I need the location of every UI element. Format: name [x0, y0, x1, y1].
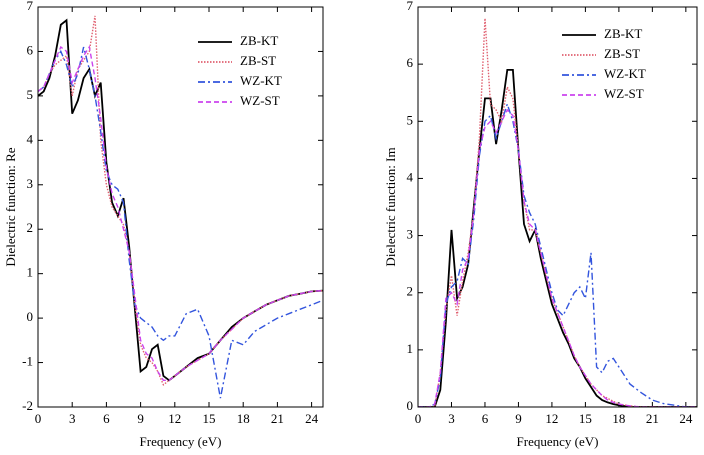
plot-frame	[37, 6, 324, 408]
x-tick-label: 15	[579, 411, 592, 426]
y-tick-label: 6	[407, 55, 414, 70]
x-tick-label: 12	[168, 411, 181, 426]
y-tick-label: 2	[407, 284, 414, 299]
y-tick-label: 7	[27, 0, 34, 13]
y-tick-label: -1	[22, 354, 33, 369]
y-tick-label: 6	[27, 42, 34, 57]
y-tick-label: 2	[27, 220, 34, 235]
x-tick-label: 12	[545, 411, 558, 426]
legend-label: WZ-ST	[604, 86, 644, 101]
legend-label: WZ-ST	[240, 93, 280, 108]
legend-label: ZB-ST	[604, 46, 640, 61]
y-tick-label: 7	[407, 0, 414, 13]
y-tick-label: 0	[27, 309, 34, 324]
y-tick-label: 3	[27, 176, 34, 191]
legend-label: ZB-KT	[240, 33, 278, 48]
x-tick-label: 9	[137, 411, 144, 426]
y-tick-label: 1	[407, 341, 414, 356]
legend-label: ZB-ST	[240, 53, 276, 68]
series-line	[38, 46, 323, 399]
x-tick-label: 0	[35, 411, 42, 426]
y-tick-label: 5	[407, 112, 414, 127]
series-line	[418, 108, 697, 407]
x-tick-label: 18	[237, 411, 250, 426]
y-tick-label: 4	[407, 169, 414, 184]
x-tick-label: 3	[448, 411, 455, 426]
x-tick-label: 24	[679, 411, 693, 426]
y-tick-label: 1	[27, 265, 34, 280]
series-line	[38, 45, 323, 381]
x-tick-label: 6	[482, 411, 489, 426]
x-tick-label: 0	[415, 411, 422, 426]
series-line	[418, 18, 697, 407]
legend-label: WZ-KT	[240, 73, 282, 88]
y-axis-label: Dielectric function: Im	[383, 147, 398, 266]
series-line	[418, 101, 697, 407]
x-tick-label: 24	[305, 411, 319, 426]
series-line	[38, 15, 323, 386]
x-axis-label: Frequency (eV)	[140, 434, 222, 449]
x-tick-label: 9	[515, 411, 522, 426]
y-tick-label: 5	[27, 87, 34, 102]
x-axis-label: Frequency (eV)	[517, 434, 599, 449]
x-tick-label: 18	[612, 411, 625, 426]
y-tick-label: 4	[27, 131, 34, 146]
x-tick-label: 21	[271, 411, 284, 426]
x-tick-label: 21	[646, 411, 659, 426]
x-tick-label: 3	[69, 411, 76, 426]
y-tick-label: 0	[407, 398, 414, 413]
series-line	[418, 69, 697, 407]
x-tick-label: 15	[203, 411, 216, 426]
plot-frame	[417, 6, 698, 408]
legend-label: WZ-KT	[604, 66, 646, 81]
y-tick-label: -2	[22, 398, 33, 413]
x-tick-label: 6	[103, 411, 110, 426]
y-axis-label: Dielectric function: Re	[3, 147, 18, 266]
y-tick-label: 3	[407, 227, 414, 242]
legend-label: ZB-KT	[604, 26, 642, 41]
